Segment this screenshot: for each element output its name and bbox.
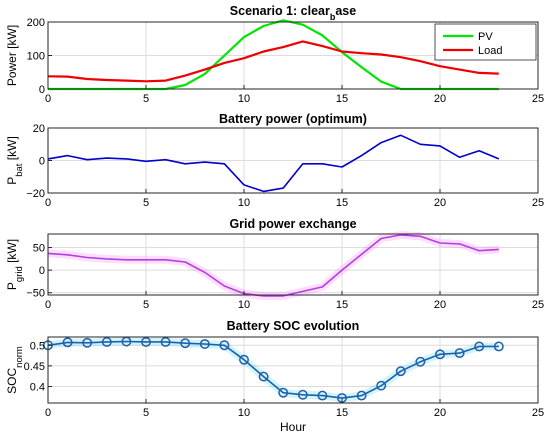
x-tick-label: 5 <box>143 197 149 209</box>
data-point <box>356 390 367 401</box>
x-tick-label: 15 <box>336 407 348 419</box>
x-tick-label: 0 <box>45 197 51 209</box>
x-tick-label: 10 <box>238 299 250 311</box>
data-point <box>376 380 387 391</box>
series-line-load <box>47 40 499 83</box>
x-tick-label: 20 <box>434 93 446 105</box>
series-line-pv <box>48 19 499 91</box>
y-tick-label: 200 <box>27 17 45 29</box>
y-tick-label: 0 <box>39 156 45 168</box>
series-line-1 <box>47 134 500 193</box>
x-tick-label: 25 <box>532 299 544 311</box>
data-point <box>297 389 308 400</box>
y-tick-label: 0.5 <box>30 340 45 352</box>
panel-title: Battery power (optimum) <box>219 112 367 126</box>
legend-label: PV <box>478 31 493 43</box>
grid <box>48 128 538 193</box>
y-tick-label: 20 <box>33 123 45 135</box>
x-tick-label: 15 <box>336 197 348 209</box>
panel-title: Battery SOC evolution <box>227 319 360 333</box>
x-tick-label: 5 <box>143 299 149 311</box>
series-line-1 <box>47 340 499 399</box>
y-tick-label: 0.45 <box>24 361 45 373</box>
y-axis-label: SOCnorm <box>5 346 25 394</box>
data-point <box>82 337 93 348</box>
data-point <box>62 337 73 348</box>
x-tick-label: 10 <box>238 407 250 419</box>
data-point <box>219 340 230 351</box>
data-point <box>317 390 328 401</box>
grid <box>48 234 538 295</box>
axes-box <box>47 336 539 404</box>
y-tick-label: 50 <box>33 243 45 255</box>
y-axis-label: Power [kW] <box>5 25 19 86</box>
x-tick-label: 20 <box>434 299 446 311</box>
y-tick-label: −20 <box>26 188 45 200</box>
x-tick-label: 25 <box>532 197 544 209</box>
x-tick-label: 0 <box>45 299 51 311</box>
series-glow <box>47 230 500 300</box>
y-axis-label: Pgrid [kW] <box>5 239 25 290</box>
data-point <box>278 387 289 398</box>
data-point <box>415 356 426 367</box>
x-tick-label: 20 <box>434 407 446 419</box>
x-tick-label: 15 <box>336 93 348 105</box>
panel-title: Scenario 1: clearbase <box>230 4 356 22</box>
data-point <box>141 337 151 347</box>
data-point <box>258 371 269 382</box>
x-tick-label: 5 <box>143 93 149 105</box>
x-tick-label: 25 <box>532 407 544 419</box>
x-tick-label: 20 <box>434 197 446 209</box>
legend: PV Load <box>434 23 537 61</box>
y-tick-label: −50 <box>26 288 45 300</box>
x-tick-label: 10 <box>238 197 250 209</box>
x-tick-label: 10 <box>238 93 250 105</box>
series-line-1 <box>47 234 499 297</box>
data-point <box>199 339 210 349</box>
x-tick-label: 15 <box>336 299 348 311</box>
data-point <box>435 349 445 360</box>
axes-box <box>47 233 539 296</box>
panel-1: Scenario 1: clearbase 0 5 10 15 20 25 0 100 200 Po… <box>5 4 544 105</box>
y-tick-label: 100 <box>27 51 45 63</box>
series-glow <box>47 337 499 403</box>
panel-title: Grid power exchange <box>229 217 356 231</box>
data-point <box>474 341 485 352</box>
x-tick-label: 5 <box>143 407 149 419</box>
x-axis-label: Hour <box>280 420 306 434</box>
data-point <box>454 348 465 359</box>
data-point <box>101 337 112 347</box>
data-point <box>180 338 191 349</box>
y-tick-label: 0 <box>39 84 45 96</box>
y-axis-label: Pbat [kW] <box>5 136 25 185</box>
y-tick-label: 0.4 <box>30 382 45 394</box>
x-tick-label: 0 <box>45 407 51 419</box>
panel-4: Battery SOC evolution 0 5 10 15 20 25 0.4 0.45 0.… <box>5 319 544 434</box>
data-point <box>493 341 504 352</box>
x-tick-label: 25 <box>532 93 544 105</box>
panel-2: Battery power (optimum)0 5 10 15 20 25−20020P… <box>5 112 544 209</box>
data-point <box>395 366 406 377</box>
data-point <box>239 354 249 365</box>
data-point <box>160 337 171 347</box>
y-tick-label: 0 <box>39 265 45 277</box>
legend-label: Load <box>478 45 502 57</box>
x-tick-label: 0 <box>45 93 51 105</box>
